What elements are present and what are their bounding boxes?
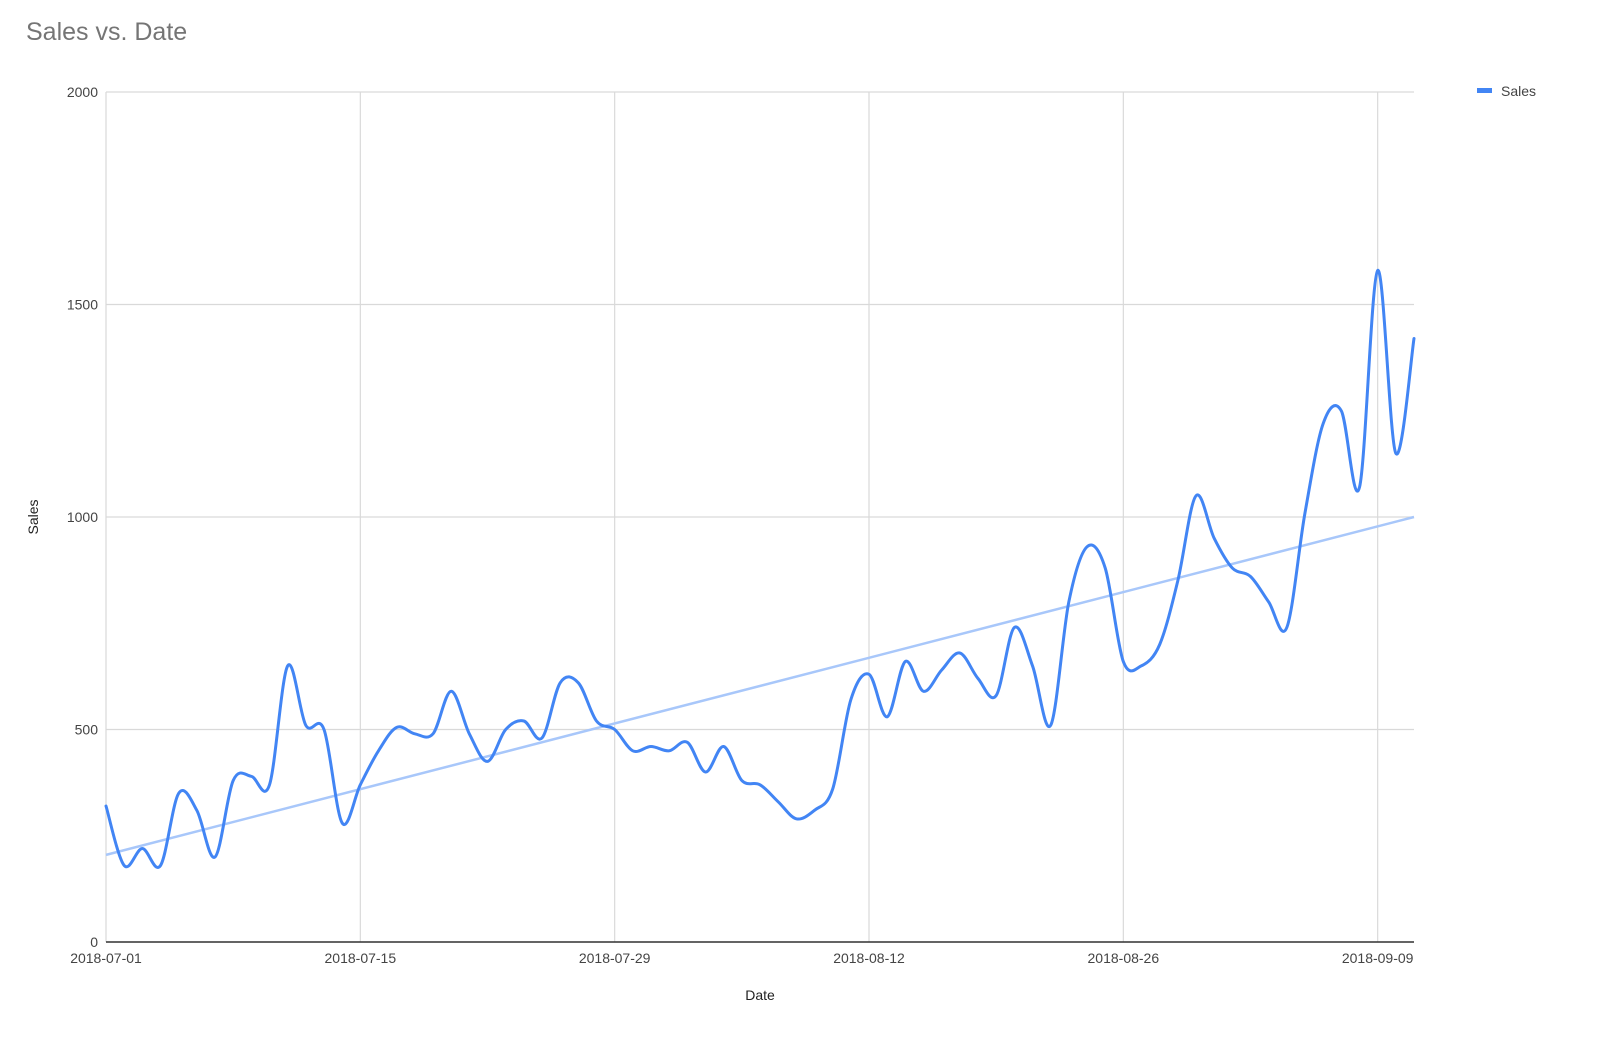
gridlines [105,91,1414,943]
trendline [105,515,1415,857]
x-axis-label: Date [745,987,775,1003]
y-tick-label: 500 [75,722,99,738]
x-tick-label: 2018-08-26 [1088,950,1160,966]
x-axis-ticks: 2018-07-01 2018-07-15 2018-07-29 2018-08-12… [70,950,1413,966]
y-axis-ticks: 0 500 1000 1500 2000 [67,84,98,950]
x-tick-label: 2018-08-12 [833,950,905,966]
x-tick-label: 2018-07-15 [325,950,397,966]
series-line-sales [104,268,1416,869]
y-tick-label: 1500 [67,297,98,313]
chart-title: Sales vs. Date [26,18,188,46]
y-tick-label: 0 [90,934,98,950]
x-tick-label: 2018-09-09 [1342,950,1414,966]
y-tick-label: 1000 [67,509,98,525]
x-tick-label: 2018-07-29 [579,950,651,966]
legend: Sales [1477,83,1536,99]
legend-swatch-sales [1477,88,1492,93]
y-tick-label: 2000 [67,84,98,100]
y-axis-label: Sales [25,499,41,534]
x-tick-label: 2018-07-01 [70,950,142,966]
legend-item-sales: Sales [1501,83,1536,99]
